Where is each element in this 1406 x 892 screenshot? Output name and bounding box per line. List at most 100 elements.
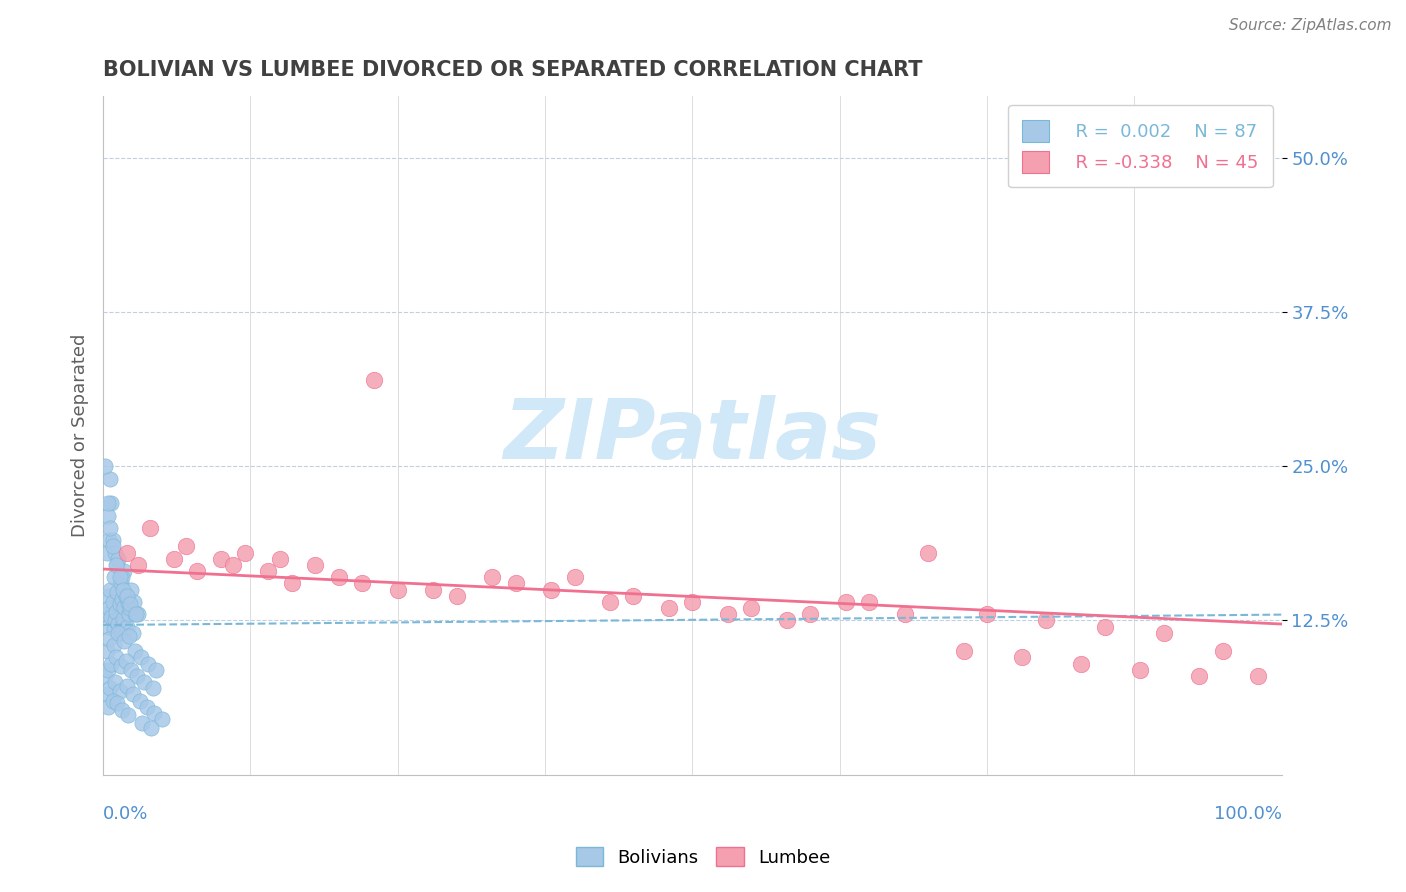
Bolivians [135, 699, 157, 714]
Bolivians [122, 595, 145, 609]
Bolivians [98, 681, 121, 696]
Lumbee [1070, 657, 1092, 671]
Lumbee [446, 589, 468, 603]
Bolivians [136, 657, 159, 671]
Bolivians [120, 663, 142, 677]
Text: BOLIVIAN VS LUMBEE DIVORCED OR SEPARATED CORRELATION CHART: BOLIVIAN VS LUMBEE DIVORCED OR SEPARATED… [103, 60, 922, 79]
Lumbee [658, 601, 681, 615]
Bolivians [115, 619, 138, 633]
Bolivians [111, 592, 134, 607]
Legend: Bolivians, Lumbee: Bolivians, Lumbee [568, 840, 838, 874]
Lumbee [564, 570, 586, 584]
Bolivians [142, 681, 165, 696]
Lumbee [280, 576, 302, 591]
Lumbee [1129, 663, 1152, 677]
Bolivians [112, 634, 135, 648]
Y-axis label: Divorced or Separated: Divorced or Separated [72, 334, 89, 537]
Bolivians [105, 605, 128, 619]
Bolivians [98, 582, 121, 597]
Text: ZIPatlas: ZIPatlas [503, 395, 882, 476]
Lumbee [1212, 644, 1234, 658]
Lumbee [1247, 669, 1270, 683]
Bolivians [107, 551, 129, 566]
Lumbee [304, 558, 326, 572]
Bolivians [112, 582, 135, 597]
Bolivians [101, 693, 124, 707]
Bolivians [112, 612, 135, 626]
Bolivians [105, 650, 128, 665]
Lumbee [893, 607, 915, 622]
Bolivians [101, 595, 124, 609]
Lumbee [717, 607, 740, 622]
Bolivians [142, 706, 165, 720]
Bolivians [105, 558, 128, 572]
Bolivians [111, 703, 134, 717]
Bolivians [124, 607, 146, 622]
Bolivians [134, 675, 156, 690]
Lumbee [917, 546, 939, 560]
Lumbee [422, 582, 444, 597]
Lumbee [1035, 614, 1057, 628]
Bolivians [141, 721, 163, 735]
Lumbee [1153, 625, 1175, 640]
Bolivians [128, 693, 150, 707]
Bolivians [94, 669, 117, 683]
Bolivians [129, 650, 152, 665]
Bolivians [94, 607, 117, 622]
Bolivians [114, 654, 136, 668]
Bolivians [121, 625, 143, 640]
Lumbee [740, 601, 762, 615]
Lumbee [387, 582, 409, 597]
Bolivians [103, 622, 125, 636]
Bolivians [110, 659, 132, 673]
Bolivians [98, 472, 121, 486]
Bolivians [120, 582, 142, 597]
Bolivians [145, 663, 167, 677]
Bolivians [117, 595, 139, 609]
Bolivians [127, 607, 149, 622]
Bolivians [97, 508, 120, 523]
Lumbee [599, 595, 621, 609]
Bolivians [101, 533, 124, 548]
Lumbee [776, 614, 799, 628]
Bolivians [150, 712, 173, 726]
Legend:   R =  0.002    N = 87,   R = -0.338    N = 45: R = 0.002 N = 87, R = -0.338 N = 45 [1008, 105, 1272, 187]
Bolivians [120, 601, 142, 615]
Bolivians [96, 644, 118, 658]
Bolivians [100, 657, 122, 671]
Bolivians [98, 533, 121, 548]
Text: 100.0%: 100.0% [1213, 805, 1282, 823]
Lumbee [328, 570, 350, 584]
Bolivians [115, 589, 138, 603]
Bolivians [121, 688, 143, 702]
Bolivians [105, 558, 128, 572]
Bolivians [108, 598, 131, 612]
Bolivians [127, 669, 149, 683]
Bolivians [110, 625, 132, 640]
Bolivians [98, 601, 121, 615]
Bolivians [131, 715, 153, 730]
Bolivians [97, 699, 120, 714]
Bolivians [101, 540, 124, 554]
Bolivians [118, 630, 141, 644]
Text: 0.0%: 0.0% [103, 805, 149, 823]
Lumbee [209, 551, 232, 566]
Bolivians [105, 696, 128, 710]
Bolivians [108, 570, 131, 584]
Lumbee [139, 521, 162, 535]
Lumbee [1094, 619, 1116, 633]
Bolivians [104, 546, 127, 560]
Bolivians [117, 708, 139, 723]
Bolivians [111, 570, 134, 584]
Bolivians [110, 576, 132, 591]
Lumbee [163, 551, 186, 566]
Lumbee [681, 595, 703, 609]
Lumbee [269, 551, 291, 566]
Bolivians [112, 564, 135, 578]
Lumbee [363, 373, 385, 387]
Lumbee [174, 540, 197, 554]
Lumbee [976, 607, 998, 622]
Bolivians [97, 619, 120, 633]
Lumbee [799, 607, 821, 622]
Lumbee [127, 558, 149, 572]
